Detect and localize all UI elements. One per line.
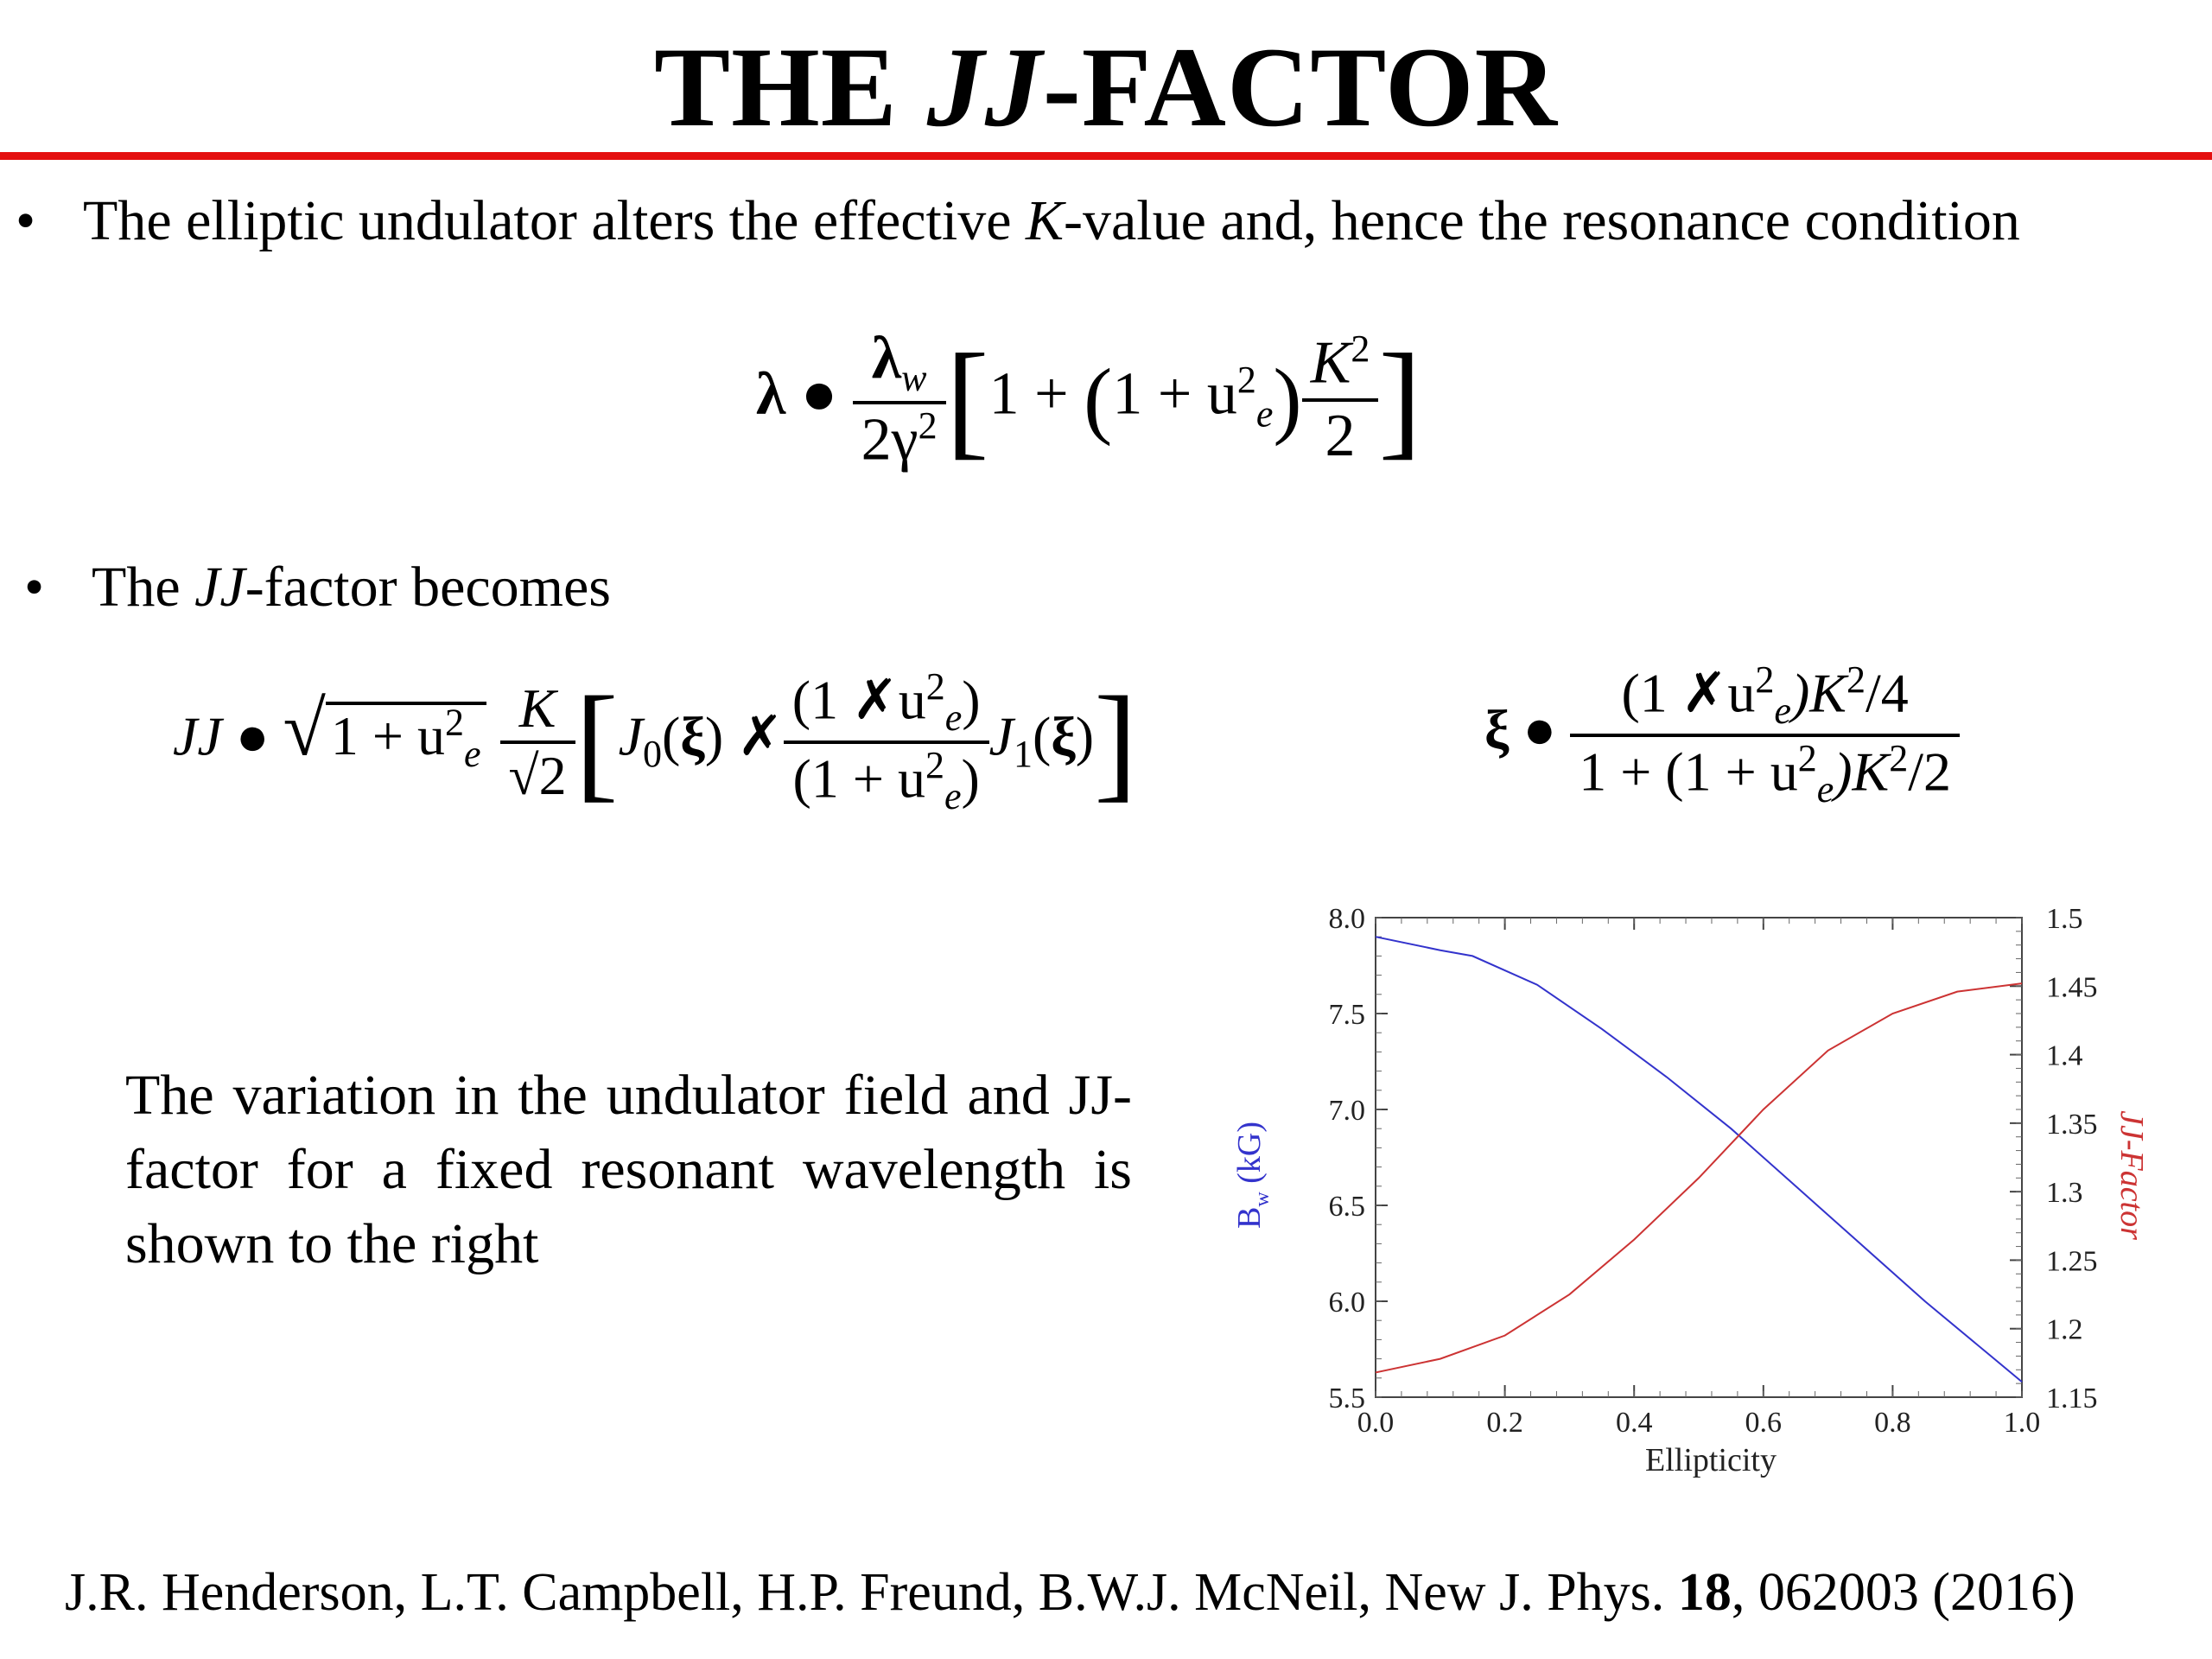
xi-equation: ξ ● (1 ✗u2e)K2/4 1 + (1 + u2e)K2/2 xyxy=(1484,658,1960,811)
y-left-tick-label: 6.5 xyxy=(1329,1191,1366,1223)
y-left-tick-label: 8.0 xyxy=(1329,903,1366,935)
bullet-dot: • xyxy=(24,556,45,619)
x-tick-label: 0.6 xyxy=(1745,1407,1783,1439)
ellipticity-chart: 0.0 0.2 0.4 0.6 0.8 1.0 5.5 6.0 6.5 7.0 7.5 8.0 1.… xyxy=(1231,903,2150,1478)
y-right-tick-label: 1.35 xyxy=(2046,1109,2098,1141)
jj-factor-equation: JJ ● √1 + u2e K √2 [J0(ξ) ✗ (1 ✗u2e) (1 + u2… xyxy=(173,665,1138,817)
citation: J.R. Henderson, L.T. Campbell, H.P. Freu… xyxy=(65,1563,2075,1622)
y-left-tick-label: 6.0 xyxy=(1329,1287,1366,1319)
bullet-dot: • xyxy=(16,189,36,252)
y-right-tick-label: 1.15 xyxy=(2046,1382,2098,1414)
x-axis-label: Ellipticity xyxy=(1645,1442,1777,1478)
y-right-tick-label: 1.2 xyxy=(2046,1314,2083,1346)
y-right-tick-label: 1.45 xyxy=(2046,971,2098,1003)
bw-series-line xyxy=(1375,936,2023,1383)
page-title: THE JJ-FACTOR xyxy=(654,23,1558,150)
y-axis-right-label: JJ-Factor xyxy=(2113,1110,2150,1240)
title-divider xyxy=(0,152,2212,160)
y-right-tick-label: 1.5 xyxy=(2046,903,2083,935)
chart-description: The variation in the undulator field and… xyxy=(125,1064,1132,1275)
y-left-tick-label: 5.5 xyxy=(1329,1382,1366,1414)
x-tick-label: 1.0 xyxy=(2004,1407,2041,1439)
x-tick-label: 0.8 xyxy=(1874,1407,1911,1439)
bullet-item: • The elliptic undulator alters the effec… xyxy=(16,187,2020,255)
bullet-item: • The JJ-factor becomes xyxy=(24,553,611,621)
y-axis-left-label: Bw (kG) xyxy=(1231,1122,1274,1229)
x-tick-label: 0.4 xyxy=(1616,1407,1653,1439)
y-left-tick-label: 7.5 xyxy=(1329,999,1366,1031)
resonance-equation: λ ● λw 2γ2 [1 + (1 + u2e) K2 2] xyxy=(756,325,1422,473)
y-right-tick-label: 1.3 xyxy=(2046,1177,2083,1209)
y-right-tick-label: 1.4 xyxy=(2046,1040,2083,1072)
jj-series-line xyxy=(1375,982,2023,1374)
x-tick-label: 0.0 xyxy=(1357,1407,1395,1439)
y-left-tick-label: 7.0 xyxy=(1329,1095,1366,1127)
plot-frame xyxy=(1375,917,2023,1398)
y-right-tick-label: 1.25 xyxy=(2046,1245,2098,1277)
x-tick-label: 0.2 xyxy=(1486,1407,1523,1439)
